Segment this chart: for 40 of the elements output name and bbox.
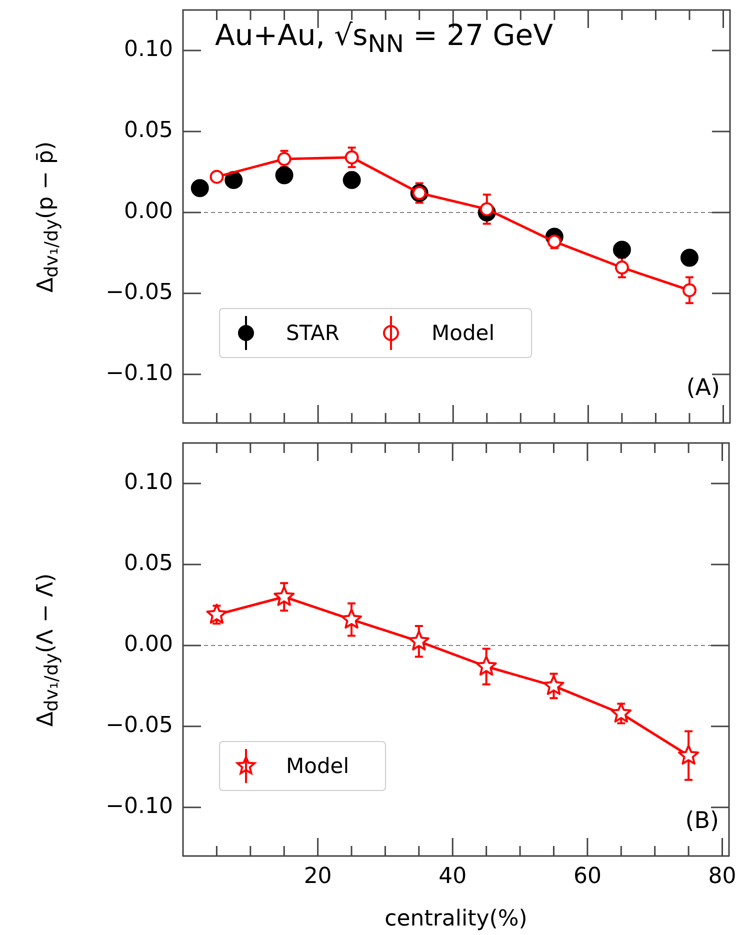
point xyxy=(610,702,632,723)
annotation: (A) xyxy=(686,375,720,401)
point xyxy=(210,170,224,184)
point xyxy=(342,171,361,190)
y-tick-label: 0.05 xyxy=(124,118,173,144)
point xyxy=(543,674,564,696)
y-tick-label: 0.00 xyxy=(124,632,173,658)
point xyxy=(341,608,362,629)
y-tick-label: 0.00 xyxy=(124,199,173,224)
point xyxy=(224,171,243,190)
point xyxy=(344,150,359,164)
legend-label: STAR xyxy=(286,321,340,345)
x-tick-label: 40 xyxy=(438,864,467,889)
x-axis-title: centrality(%) xyxy=(384,906,528,932)
y-tick-label: −0.05 xyxy=(106,713,173,738)
x-tick-label: 80 xyxy=(708,864,736,889)
annotation: (B) xyxy=(685,808,719,834)
y-tick-label: 0.10 xyxy=(124,37,173,62)
y-tick-label: −0.10 xyxy=(106,794,173,820)
point xyxy=(274,586,295,606)
x-tick-label: 60 xyxy=(573,864,602,889)
point xyxy=(678,744,700,765)
point xyxy=(680,248,698,267)
point xyxy=(476,656,497,676)
x-tick-label: 20 xyxy=(304,864,332,889)
point xyxy=(206,604,228,624)
point xyxy=(408,630,430,650)
legend-label: Model xyxy=(286,754,350,778)
y-tick-label: 0.10 xyxy=(124,470,173,496)
y-tick-label: −0.10 xyxy=(106,361,173,386)
point xyxy=(612,240,631,259)
point xyxy=(682,283,696,298)
legend-label: Model xyxy=(431,321,495,345)
point xyxy=(614,260,629,275)
point xyxy=(277,152,292,166)
y-tick-label: 0.05 xyxy=(124,551,173,576)
chart-title: Au+Au, √s$_{NN}$ = 27 GeV xyxy=(215,18,553,58)
point xyxy=(190,179,209,198)
y-tick-label: −0.05 xyxy=(106,280,173,306)
point xyxy=(275,166,294,184)
